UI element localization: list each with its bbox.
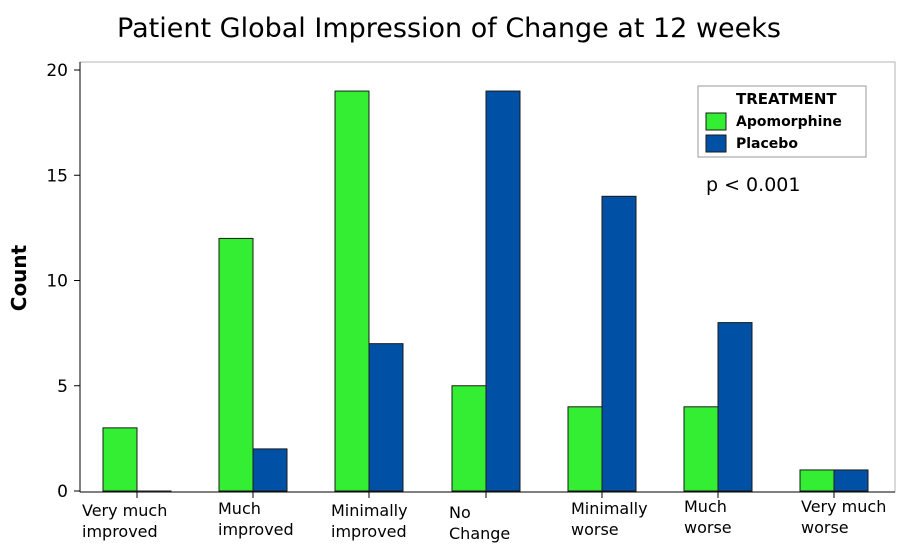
bar-placebo-5 [717, 322, 753, 492]
y-tick-label: 5 [57, 377, 68, 397]
x-tick-label: Very much improved [82, 501, 167, 541]
p-value-annotation: p < 0.001 [706, 174, 800, 196]
y-tick-label: 15 [46, 166, 68, 186]
x-tick-label: Much improved [218, 499, 294, 539]
x-axis: Very much improved Much improved Minimally im… [80, 491, 895, 543]
bar-apomorphine-0 [102, 427, 138, 492]
bar-placebo-2 [368, 343, 404, 492]
bar-apomorphine-5 [683, 406, 719, 492]
legend-label-apomorphine: Apomorphine [736, 114, 842, 130]
x-tick-label: Very much worse [801, 497, 886, 537]
bar-apomorphine-3 [451, 385, 487, 492]
y-axis: 0 5 10 15 20 [46, 61, 81, 502]
bar-apomorphine-6 [799, 469, 835, 492]
legend-title: TREATMENT [736, 90, 837, 108]
bar-apomorphine-2 [334, 90, 370, 492]
legend: TREATMENT Apomorphine Placebo [697, 85, 867, 158]
y-tick-label: 10 [46, 272, 68, 292]
x-tick-label: No Change [449, 503, 510, 543]
y-axis-label: Count [7, 244, 31, 311]
bar-placebo-4 [601, 195, 637, 492]
legend-label-placebo: Placebo [736, 136, 798, 152]
x-tick-label: Minimally worse [571, 499, 648, 539]
bars [102, 90, 869, 492]
legend-swatch-apomorphine [705, 112, 727, 131]
bar-placebo-3 [485, 90, 521, 492]
y-tick-label: 20 [46, 61, 68, 81]
x-tick-label: Much worse [684, 497, 732, 537]
bar-placebo-0 [136, 490, 172, 492]
bar-apomorphine-1 [218, 237, 254, 492]
bar-apomorphine-4 [567, 406, 603, 492]
chart-title: Patient Global Impression of Change at 1… [117, 13, 781, 44]
y-tick-label: 0 [57, 482, 68, 502]
bar-placebo-1 [252, 448, 288, 492]
bar-placebo-6 [833, 469, 869, 492]
x-tick-label: Minimally improved [331, 501, 408, 541]
legend-swatch-placebo [705, 134, 727, 153]
